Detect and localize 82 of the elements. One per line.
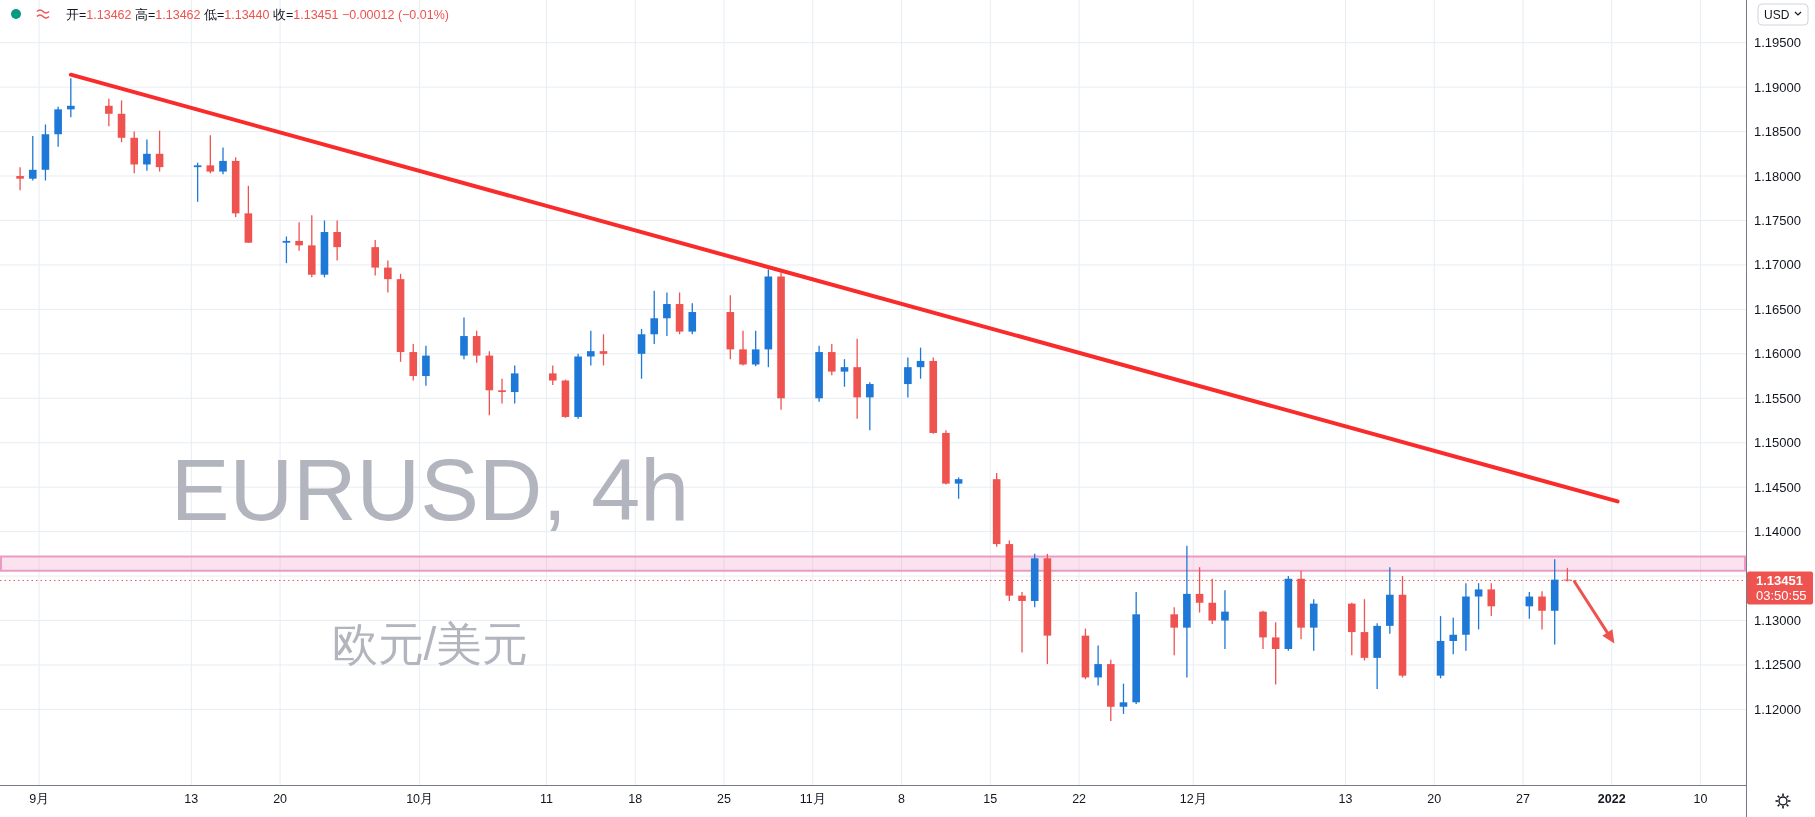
text: 03:50:55 bbox=[1756, 587, 1807, 603]
candlestick bbox=[1018, 591, 1026, 654]
candlestick bbox=[1487, 582, 1496, 617]
x-tick-label: 25 bbox=[717, 792, 731, 806]
candlestick bbox=[688, 302, 697, 335]
candlestick bbox=[1271, 621, 1280, 686]
candlestick bbox=[751, 330, 760, 367]
text: 欧元/美元 bbox=[331, 618, 529, 670]
candlestick bbox=[1538, 590, 1546, 631]
x-tick-label: 11月 bbox=[799, 792, 826, 806]
candlestick bbox=[637, 328, 646, 380]
x-tick-label: 10月 bbox=[406, 792, 434, 806]
candlestick bbox=[371, 239, 379, 277]
x-tick-label: 20 bbox=[1427, 792, 1442, 806]
candlestick bbox=[866, 381, 874, 431]
candlestick bbox=[143, 138, 151, 172]
x-tick-label: 15 bbox=[983, 792, 998, 806]
x-tick-label: 20 bbox=[273, 792, 288, 806]
candlestick bbox=[498, 378, 506, 405]
candlestick bbox=[1309, 598, 1318, 652]
x-tick-label: 13 bbox=[1338, 792, 1353, 806]
y-tick-label: 1.14000 bbox=[1754, 524, 1801, 540]
candlestick bbox=[219, 146, 227, 175]
annotation: 开=1.13462 高=1.13462 低=1.13440 收=1.13451 −0.00012 (−0.01%) bbox=[66, 7, 449, 22]
y-tick-label: 1.18500 bbox=[1754, 124, 1801, 140]
candlestick bbox=[384, 259, 392, 294]
candlestick bbox=[409, 343, 418, 382]
y-tick-label: 1.13000 bbox=[1754, 613, 1801, 629]
candlestick bbox=[155, 130, 164, 173]
candlestick bbox=[650, 290, 659, 345]
candlestick bbox=[827, 343, 836, 376]
candlestick bbox=[1449, 617, 1458, 655]
candlestick bbox=[16, 166, 24, 191]
text: EURUSD, 4h bbox=[170, 440, 690, 539]
candlestick bbox=[1094, 644, 1102, 687]
candlestick bbox=[193, 162, 202, 203]
candlestick bbox=[510, 364, 519, 405]
candlestick bbox=[1119, 683, 1128, 715]
candlestick bbox=[739, 330, 747, 367]
y-tick-label: 1.12000 bbox=[1754, 701, 1801, 717]
y-tick-label: 1.17000 bbox=[1754, 257, 1801, 273]
candlestick bbox=[1221, 589, 1229, 650]
candlestick bbox=[282, 235, 291, 264]
ref-line-label: 1.13451 bbox=[1756, 572, 1803, 588]
candlestick bbox=[333, 219, 341, 262]
candlestick bbox=[599, 333, 608, 367]
candlestick bbox=[28, 135, 37, 182]
y-tick-label: 1.19500 bbox=[1754, 35, 1801, 51]
y-tick-label: 1.19000 bbox=[1754, 79, 1801, 95]
x-tick-label: 11 bbox=[539, 792, 553, 806]
candlestick bbox=[460, 316, 468, 360]
x-tick-label: 9月 bbox=[29, 792, 50, 806]
y-tick-label: 1.15000 bbox=[1754, 435, 1801, 451]
x-tick-label: 8 bbox=[898, 792, 906, 806]
x-tick-label: 27 bbox=[1516, 792, 1530, 806]
y-tick-label: 1.15500 bbox=[1754, 390, 1801, 406]
candlestick bbox=[295, 221, 303, 252]
candlestick bbox=[840, 358, 849, 388]
x-tick-label: 12月 bbox=[1179, 792, 1207, 806]
candlestick bbox=[105, 98, 113, 127]
candlestick bbox=[422, 345, 430, 387]
candlestick bbox=[1474, 582, 1483, 631]
y-tick-label: 1.16500 bbox=[1754, 301, 1801, 317]
x-tick-label: 22 bbox=[1072, 792, 1087, 806]
candlestick bbox=[206, 134, 215, 175]
text: USD bbox=[1764, 8, 1790, 22]
y-tick-label: 1.14500 bbox=[1754, 479, 1801, 495]
x-tick-label: 10 bbox=[1693, 792, 1708, 806]
candlestick bbox=[587, 330, 595, 367]
y-tick-label: 1.16000 bbox=[1754, 346, 1801, 362]
candlestick bbox=[904, 356, 912, 399]
x-tick-label: 18 bbox=[628, 792, 643, 806]
candlestick bbox=[472, 330, 481, 364]
candlestick bbox=[1170, 606, 1179, 656]
x-tick-label: 2022 bbox=[1597, 792, 1626, 806]
candlestick bbox=[548, 364, 557, 386]
candlestick bbox=[663, 291, 671, 337]
y-tick-label: 1.17500 bbox=[1754, 212, 1801, 228]
y-tick-label: 1.12500 bbox=[1754, 657, 1801, 673]
x-tick-label: 13 bbox=[184, 792, 199, 806]
candlestick bbox=[954, 476, 963, 500]
y-tick-label: 1.18000 bbox=[1754, 168, 1801, 184]
